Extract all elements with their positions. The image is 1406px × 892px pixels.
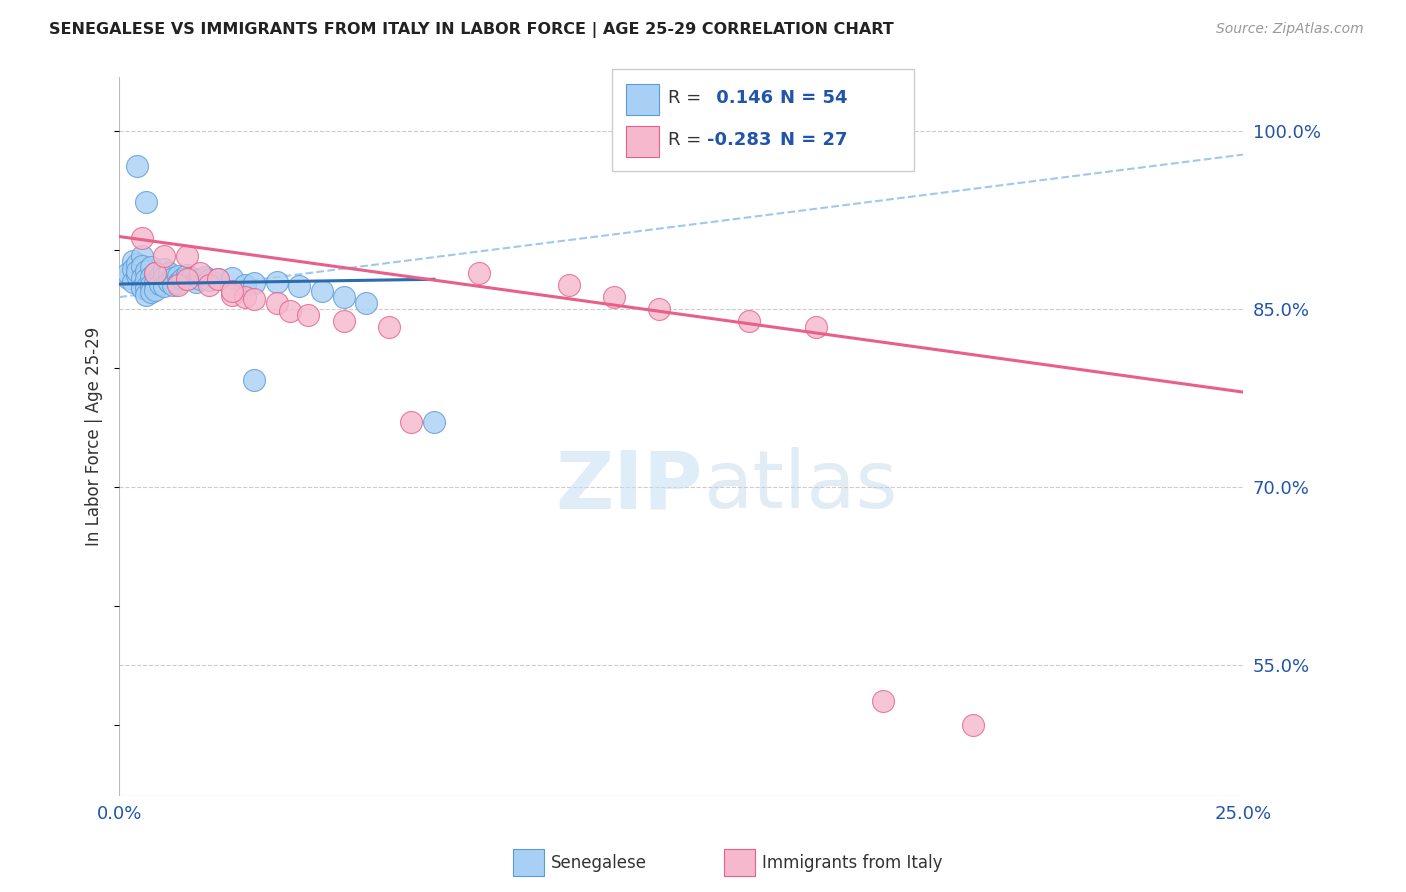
Point — [804, 319, 827, 334]
Point — [127, 268, 149, 282]
Text: N = 54: N = 54 — [780, 89, 848, 107]
Point — [143, 283, 166, 297]
Point — [153, 261, 176, 276]
Point — [176, 248, 198, 262]
Point — [157, 266, 180, 280]
Point — [135, 280, 157, 294]
Text: atlas: atlas — [703, 447, 897, 525]
Point — [356, 296, 378, 310]
Point — [333, 290, 356, 304]
Point — [143, 276, 166, 290]
Point — [117, 271, 139, 285]
Point — [143, 266, 166, 280]
Point — [121, 275, 143, 289]
Point — [127, 264, 149, 278]
Text: N = 27: N = 27 — [780, 131, 848, 149]
Point — [198, 278, 221, 293]
Point — [278, 304, 301, 318]
Point — [184, 275, 207, 289]
Point — [127, 160, 149, 174]
Point — [423, 415, 446, 429]
Text: Immigrants from Italy: Immigrants from Italy — [762, 854, 942, 871]
Point — [297, 308, 319, 322]
Text: -0.283: -0.283 — [707, 131, 772, 149]
Point — [602, 290, 624, 304]
Point — [153, 269, 176, 284]
Point — [139, 278, 162, 293]
Point — [166, 278, 188, 293]
Point — [872, 694, 894, 708]
Point — [243, 276, 266, 290]
Text: 0.146: 0.146 — [710, 89, 773, 107]
Point — [131, 280, 153, 294]
Point — [233, 278, 256, 293]
Point — [266, 296, 288, 310]
Point — [962, 717, 984, 731]
Text: ZIP: ZIP — [555, 447, 703, 525]
Point — [737, 314, 759, 328]
Point — [131, 231, 153, 245]
Point — [266, 275, 288, 289]
Point — [288, 279, 311, 293]
Point — [221, 287, 243, 301]
Point — [135, 287, 157, 301]
Point — [194, 269, 217, 284]
Point — [139, 260, 162, 275]
Point — [221, 271, 243, 285]
Point — [139, 269, 162, 284]
Point — [121, 254, 143, 268]
Point — [149, 268, 172, 283]
Point — [117, 266, 139, 280]
Point — [153, 248, 176, 262]
Point — [127, 257, 149, 271]
Text: R =: R = — [668, 89, 702, 107]
Point — [233, 290, 256, 304]
Point — [311, 284, 333, 298]
Point — [166, 276, 188, 290]
Point — [243, 373, 266, 387]
Point — [143, 266, 166, 280]
Point — [243, 293, 266, 307]
Point — [176, 268, 198, 282]
Point — [149, 277, 172, 291]
Point — [188, 266, 211, 280]
Point — [135, 272, 157, 286]
Point — [207, 272, 229, 286]
Point — [468, 266, 491, 280]
Point — [131, 259, 153, 273]
Text: Senegalese: Senegalese — [551, 854, 647, 871]
Point — [172, 272, 194, 286]
Point — [157, 275, 180, 289]
Point — [180, 271, 202, 285]
Point — [121, 261, 143, 276]
Point — [378, 319, 401, 334]
Point — [558, 278, 581, 293]
Point — [647, 301, 669, 316]
Point — [131, 271, 153, 285]
Y-axis label: In Labor Force | Age 25-29: In Labor Force | Age 25-29 — [86, 327, 103, 546]
Point — [139, 285, 162, 300]
Point — [131, 248, 153, 262]
Point — [162, 271, 184, 285]
Point — [401, 415, 423, 429]
Point — [166, 268, 188, 283]
Point — [162, 278, 184, 293]
Text: Source: ZipAtlas.com: Source: ZipAtlas.com — [1216, 22, 1364, 37]
Text: R =: R = — [668, 131, 702, 149]
Point — [176, 272, 198, 286]
Point — [135, 264, 157, 278]
Point — [153, 279, 176, 293]
Point — [207, 272, 229, 286]
Point — [188, 272, 211, 286]
Point — [135, 195, 157, 210]
Text: SENEGALESE VS IMMIGRANTS FROM ITALY IN LABOR FORCE | AGE 25-29 CORRELATION CHART: SENEGALESE VS IMMIGRANTS FROM ITALY IN L… — [49, 22, 894, 38]
Point — [333, 314, 356, 328]
Point — [198, 273, 221, 287]
Point — [221, 284, 243, 298]
